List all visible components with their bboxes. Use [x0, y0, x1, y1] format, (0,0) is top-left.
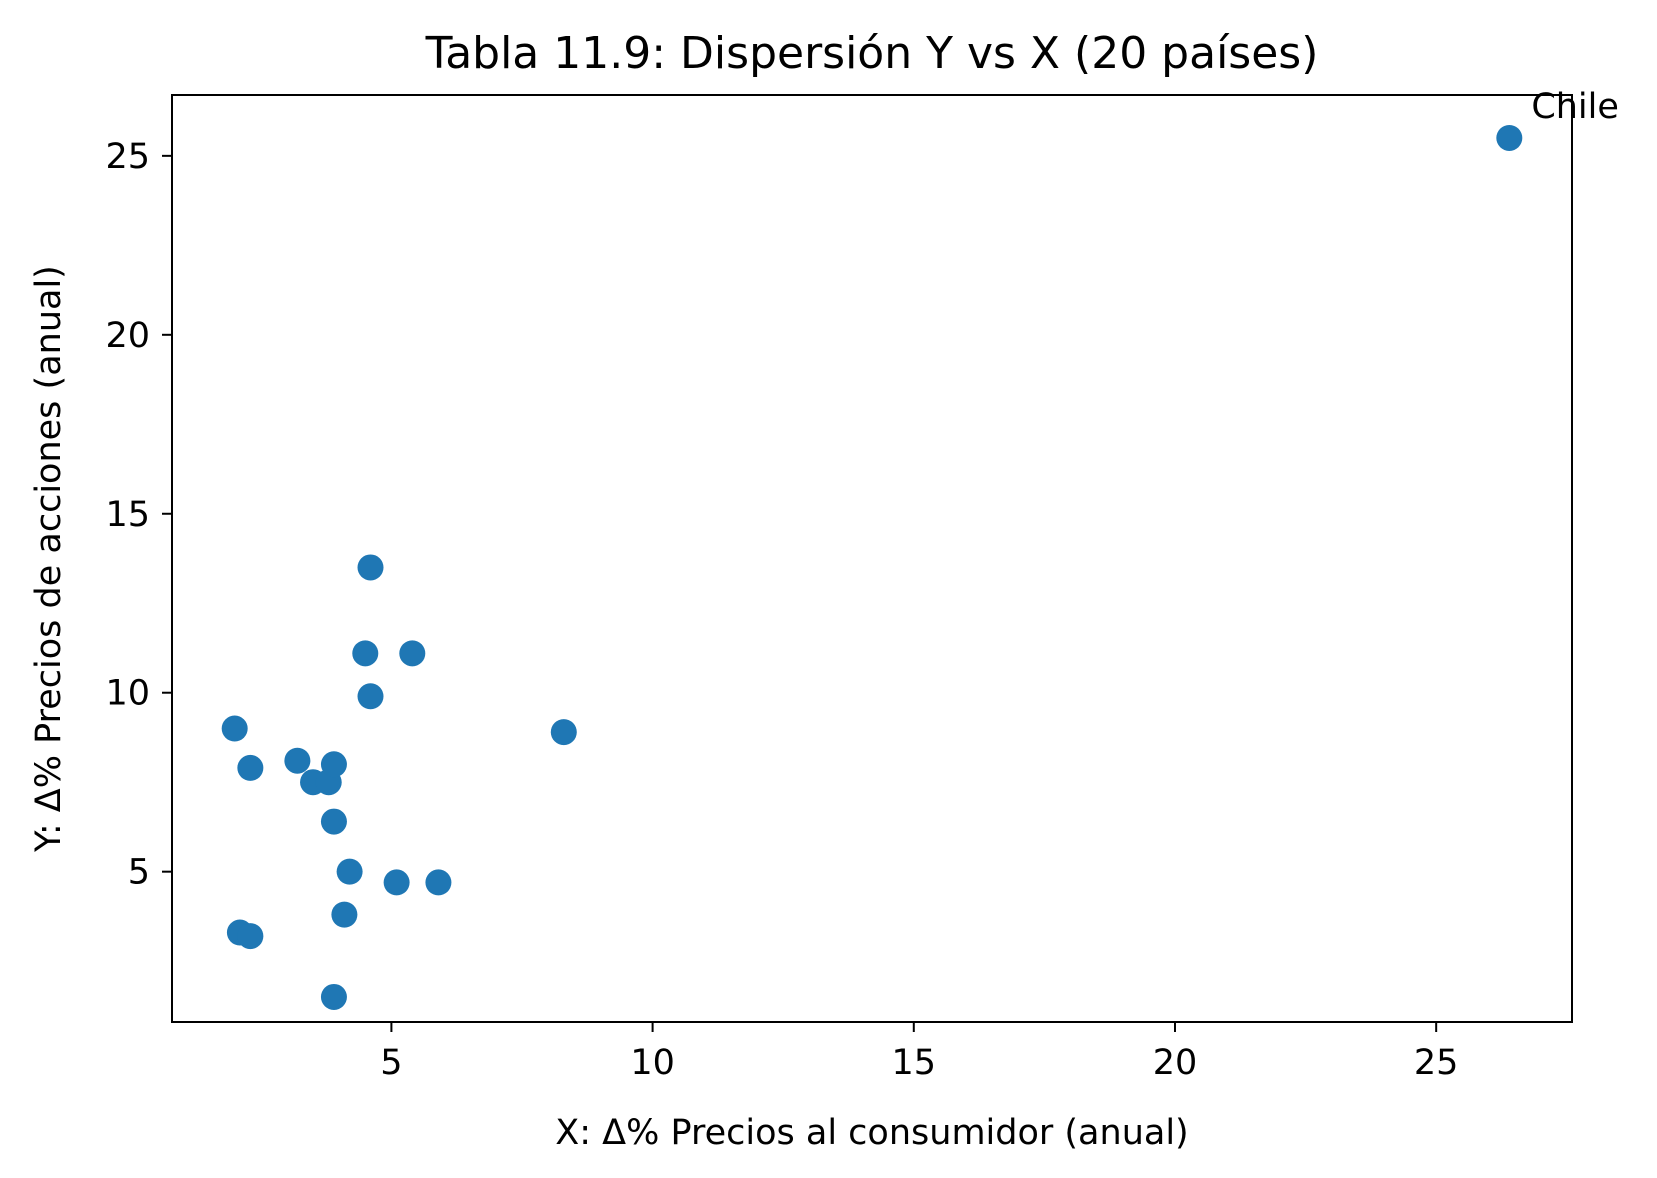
x-tick-label: 20 [1153, 1043, 1198, 1083]
data-point [284, 747, 311, 774]
y-axis-label: Y: Δ% Precios de acciones (anual) [29, 265, 69, 853]
chart-title: Tabla 11.9: Dispersión Y vs X (20 países… [425, 28, 1319, 79]
plot-area-frame [171, 94, 1573, 1023]
data-point [320, 983, 347, 1010]
y-tick-label: 15 [105, 495, 150, 535]
x-axis-label: X: Δ% Precios al consumidor (anual) [555, 1113, 1188, 1153]
x-tick-label: 10 [630, 1043, 675, 1083]
y-axis-ticks: 5 10 15 20 25 [105, 137, 172, 893]
data-point [320, 751, 347, 778]
data-point [331, 901, 358, 928]
data-point [1496, 124, 1523, 151]
data-point [237, 754, 264, 781]
data-point [221, 715, 248, 742]
data-points [221, 124, 1523, 1010]
data-point [336, 858, 363, 885]
data-point [357, 683, 384, 710]
data-point [399, 640, 426, 667]
annotations: Chile [1531, 87, 1619, 127]
data-point [550, 719, 577, 746]
y-tick-label: 5 [128, 853, 150, 893]
point-annotation: Chile [1531, 87, 1619, 127]
x-tick-label: 5 [380, 1043, 402, 1083]
data-point [357, 554, 384, 581]
y-tick-label: 25 [105, 137, 150, 177]
data-point [383, 869, 410, 896]
y-tick-label: 10 [105, 674, 150, 714]
data-point [352, 640, 379, 667]
data-point [425, 869, 452, 896]
x-axis-ticks: 5 10 15 20 25 [380, 1022, 1458, 1083]
x-tick-label: 15 [892, 1043, 937, 1083]
y-tick-label: 20 [105, 316, 150, 356]
data-point [237, 923, 264, 950]
data-point [320, 808, 347, 835]
x-tick-label: 25 [1414, 1043, 1459, 1083]
